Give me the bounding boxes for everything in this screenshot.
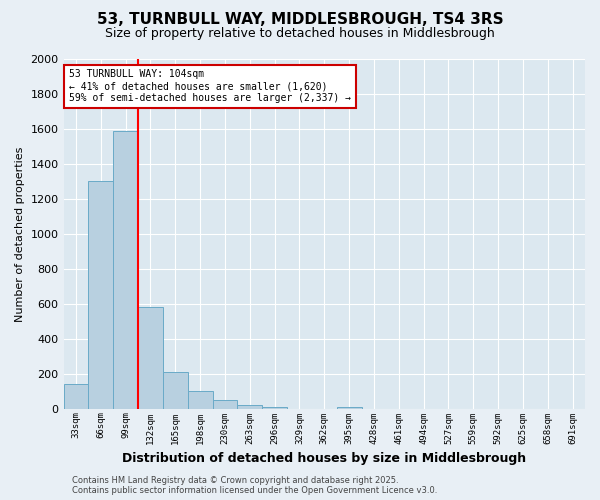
Text: 53 TURNBULL WAY: 104sqm
← 41% of detached houses are smaller (1,620)
59% of semi: 53 TURNBULL WAY: 104sqm ← 41% of detache… bbox=[69, 70, 351, 102]
Bar bbox=[88, 182, 113, 408]
Text: Contains HM Land Registry data © Crown copyright and database right 2025.
Contai: Contains HM Land Registry data © Crown c… bbox=[72, 476, 437, 495]
Text: Size of property relative to detached houses in Middlesbrough: Size of property relative to detached ho… bbox=[105, 28, 495, 40]
Bar bbox=[163, 372, 188, 408]
Bar bbox=[262, 407, 287, 408]
Bar bbox=[64, 384, 88, 408]
Bar bbox=[238, 405, 262, 408]
Bar bbox=[113, 130, 138, 408]
Bar bbox=[212, 400, 238, 408]
Bar bbox=[188, 391, 212, 408]
Text: 53, TURNBULL WAY, MIDDLESBROUGH, TS4 3RS: 53, TURNBULL WAY, MIDDLESBROUGH, TS4 3RS bbox=[97, 12, 503, 28]
Y-axis label: Number of detached properties: Number of detached properties bbox=[15, 146, 25, 322]
Bar bbox=[138, 307, 163, 408]
X-axis label: Distribution of detached houses by size in Middlesbrough: Distribution of detached houses by size … bbox=[122, 452, 526, 465]
Bar bbox=[337, 407, 362, 408]
